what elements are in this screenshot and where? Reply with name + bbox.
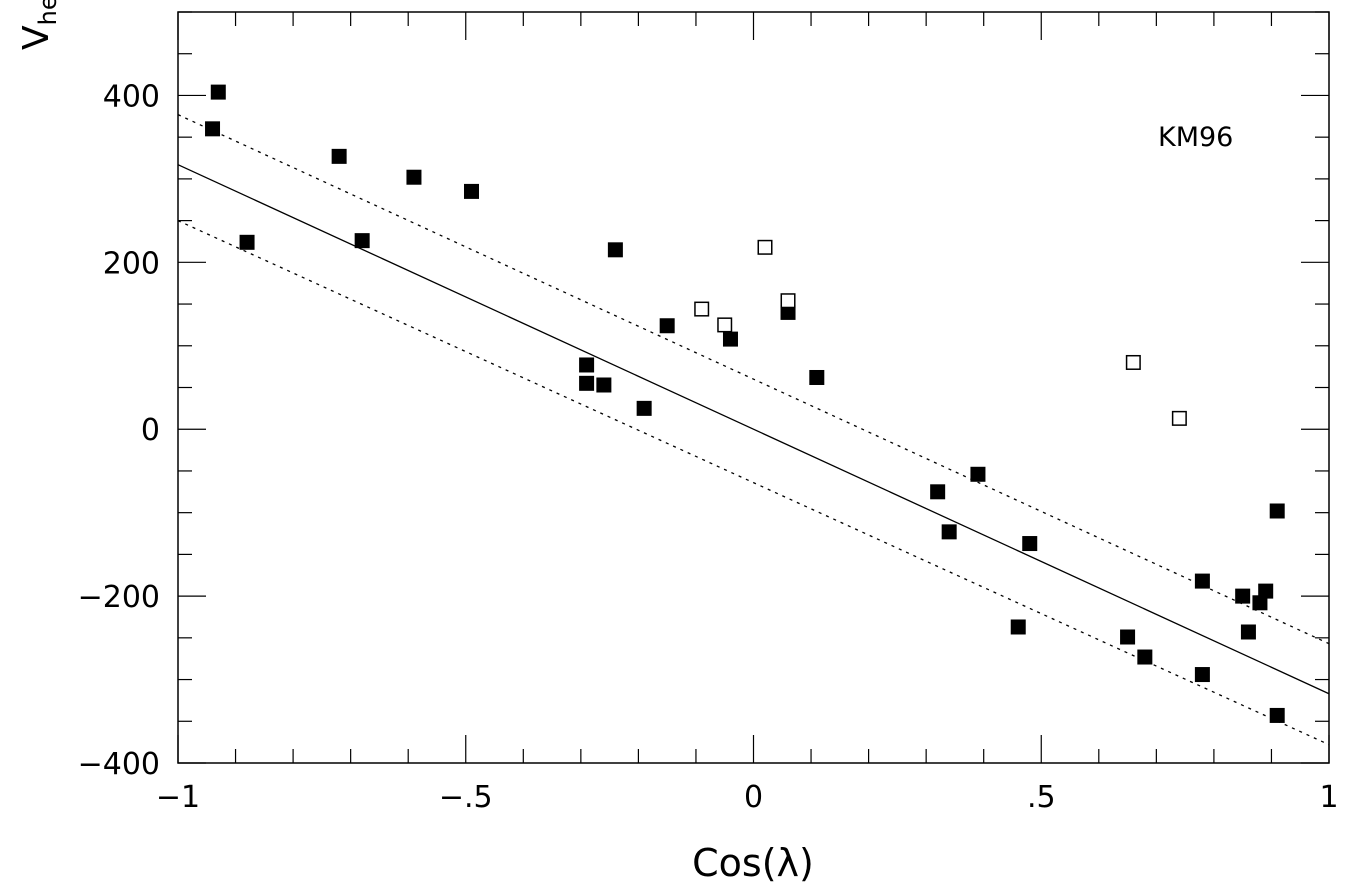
open-point [780, 293, 796, 309]
y-axis-label: Vhelio [16, 0, 62, 50]
filled-point [1010, 619, 1026, 635]
data-points [205, 84, 1285, 723]
y-tick-label: 0 [141, 413, 160, 448]
filled-point [1269, 707, 1285, 723]
filled-point [1022, 536, 1038, 552]
tick-labels: −1 −.5 0 .5 1 −400 −200 0 200 400 [78, 79, 1339, 815]
filled-point [579, 357, 595, 373]
annotation-label: KM96 [1158, 122, 1233, 153]
filled-point [354, 233, 370, 249]
y-tick-label: 400 [103, 79, 160, 114]
filled-point [406, 169, 422, 185]
filled-point [210, 84, 226, 100]
filled-point [1269, 503, 1285, 519]
y-axis-label-sub: helio [34, 0, 62, 25]
x-tick-label: −1 [156, 780, 200, 815]
filled-point [239, 234, 255, 250]
x-tick-label: −.5 [439, 780, 493, 815]
open-point [757, 239, 773, 255]
filled-point [464, 183, 480, 199]
filled-point [1235, 588, 1251, 604]
x-tick-label: 1 [1319, 780, 1338, 815]
fit-line-dotted [177, 220, 1330, 746]
filled-point [970, 466, 986, 482]
x-tick-label: .5 [1027, 780, 1056, 815]
filled-point [780, 304, 796, 320]
y-tick-label: −200 [78, 580, 160, 615]
fit-line-solid [177, 164, 1330, 695]
filled-point [596, 377, 612, 393]
x-tick-label: 0 [744, 780, 763, 815]
filled-point [1240, 624, 1256, 640]
open-point [1171, 410, 1187, 426]
x-axis-label: Cos(λ) [692, 841, 814, 885]
y-tick-label: −400 [78, 747, 160, 782]
filled-point [1194, 667, 1210, 683]
filled-point [809, 369, 825, 385]
open-point [694, 301, 710, 317]
filled-point [1137, 649, 1153, 665]
y-tick-label: 200 [103, 246, 160, 281]
filled-point [1252, 595, 1268, 611]
y-axis-label-main: V [16, 25, 57, 50]
open-point [717, 317, 733, 333]
filled-point [331, 148, 347, 164]
filled-point [1120, 629, 1136, 645]
filled-point [1194, 573, 1210, 589]
filled-point [930, 484, 946, 500]
filled-point [941, 524, 957, 540]
filled-point [579, 375, 595, 391]
plot-frame [177, 11, 1330, 764]
fit-lines [177, 114, 1330, 746]
open-point [1125, 354, 1141, 370]
filled-point [722, 331, 738, 347]
filled-point [607, 242, 623, 258]
filled-point [1258, 583, 1274, 599]
axis-ticks [177, 11, 1330, 764]
filled-point [205, 121, 221, 137]
filled-point [636, 400, 652, 416]
filled-point [659, 318, 675, 334]
fit-line-dotted [177, 114, 1330, 645]
